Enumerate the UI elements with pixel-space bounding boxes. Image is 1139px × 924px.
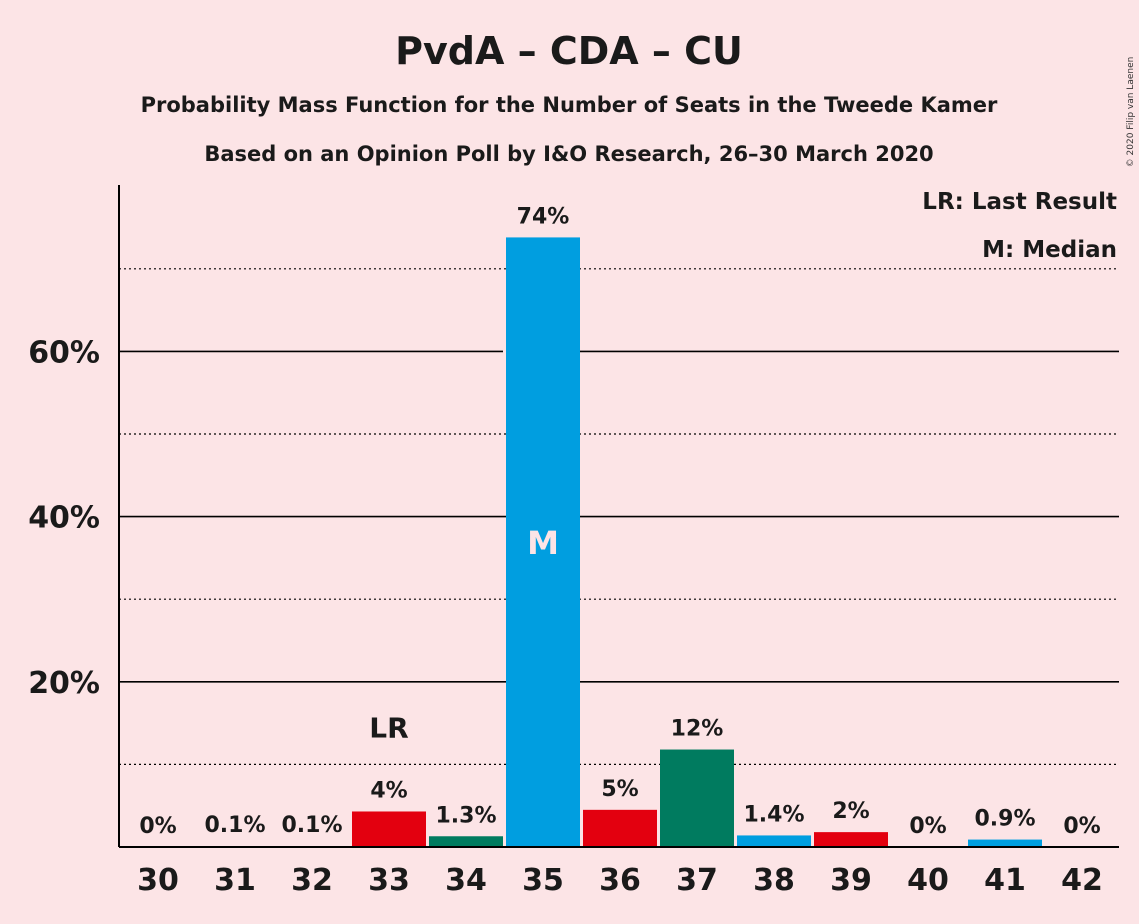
data-label: 2%	[832, 799, 869, 824]
data-label: 5%	[601, 777, 638, 802]
x-tick-label: 34	[445, 863, 487, 898]
y-tick-label: 60%	[28, 335, 100, 370]
x-tick-label: 37	[676, 863, 718, 898]
x-tick-label: 35	[522, 863, 564, 898]
x-tick-label: 33	[368, 863, 410, 898]
axes	[118, 185, 1119, 848]
legend-median: M: Median	[982, 237, 1117, 263]
x-tick-label: 31	[214, 863, 256, 898]
data-label: 0.9%	[974, 807, 1035, 832]
bar-seats-36	[583, 809, 657, 847]
bar-seats-39	[814, 832, 888, 847]
data-label: 1.3%	[435, 803, 496, 828]
bar-seats-35	[506, 237, 580, 848]
copyright-note: © 2020 Filip van Laenen	[1126, 57, 1136, 168]
data-label: 12%	[671, 717, 724, 742]
x-tick-label: 30	[137, 863, 179, 898]
bar-seats-38	[737, 835, 811, 847]
bar-seats-34	[429, 836, 503, 847]
x-tick-label: 32	[291, 863, 333, 898]
chart-subtitle: Probability Mass Function for the Number…	[141, 93, 998, 117]
data-label: 0%	[909, 814, 946, 839]
median-bar-gap	[503, 349, 506, 354]
bar-seats-41	[968, 839, 1042, 847]
data-label: 74%	[517, 204, 570, 229]
gridlines	[119, 268, 1119, 766]
chart-title: PvdA – CDA – CU	[395, 29, 743, 73]
x-tick-label: 39	[830, 863, 872, 898]
y-tick-label: 20%	[28, 666, 100, 701]
y-tick-label: 40%	[28, 501, 100, 536]
data-labels: 20% 40% 60% 30 0% 31 0.1% 32 0.1% 33 4% 34 1.3% 35 74%…	[28, 204, 1103, 898]
legend-last-result: LR: Last Result	[922, 189, 1117, 215]
x-tick-label: 36	[599, 863, 641, 898]
bar-seats-37	[660, 749, 734, 847]
data-label: 0%	[1063, 814, 1100, 839]
data-label: 1.4%	[743, 802, 804, 827]
x-tick-label: 42	[1061, 863, 1103, 898]
data-label: 0.1%	[204, 813, 265, 838]
x-tick-label: 41	[984, 863, 1026, 898]
data-label: 4%	[370, 778, 407, 803]
last-result-marker: LR	[369, 711, 408, 744]
data-label: 0.1%	[281, 813, 342, 838]
bar-seats-33	[352, 811, 426, 847]
bars	[198, 237, 1042, 848]
median-marker: M	[527, 524, 559, 562]
chart-subtitle-poll: Based on an Opinion Poll by I&O Research…	[204, 142, 933, 166]
x-tick-label: 38	[753, 863, 795, 898]
data-label: 0%	[139, 814, 176, 839]
x-tick-label: 40	[907, 863, 949, 898]
